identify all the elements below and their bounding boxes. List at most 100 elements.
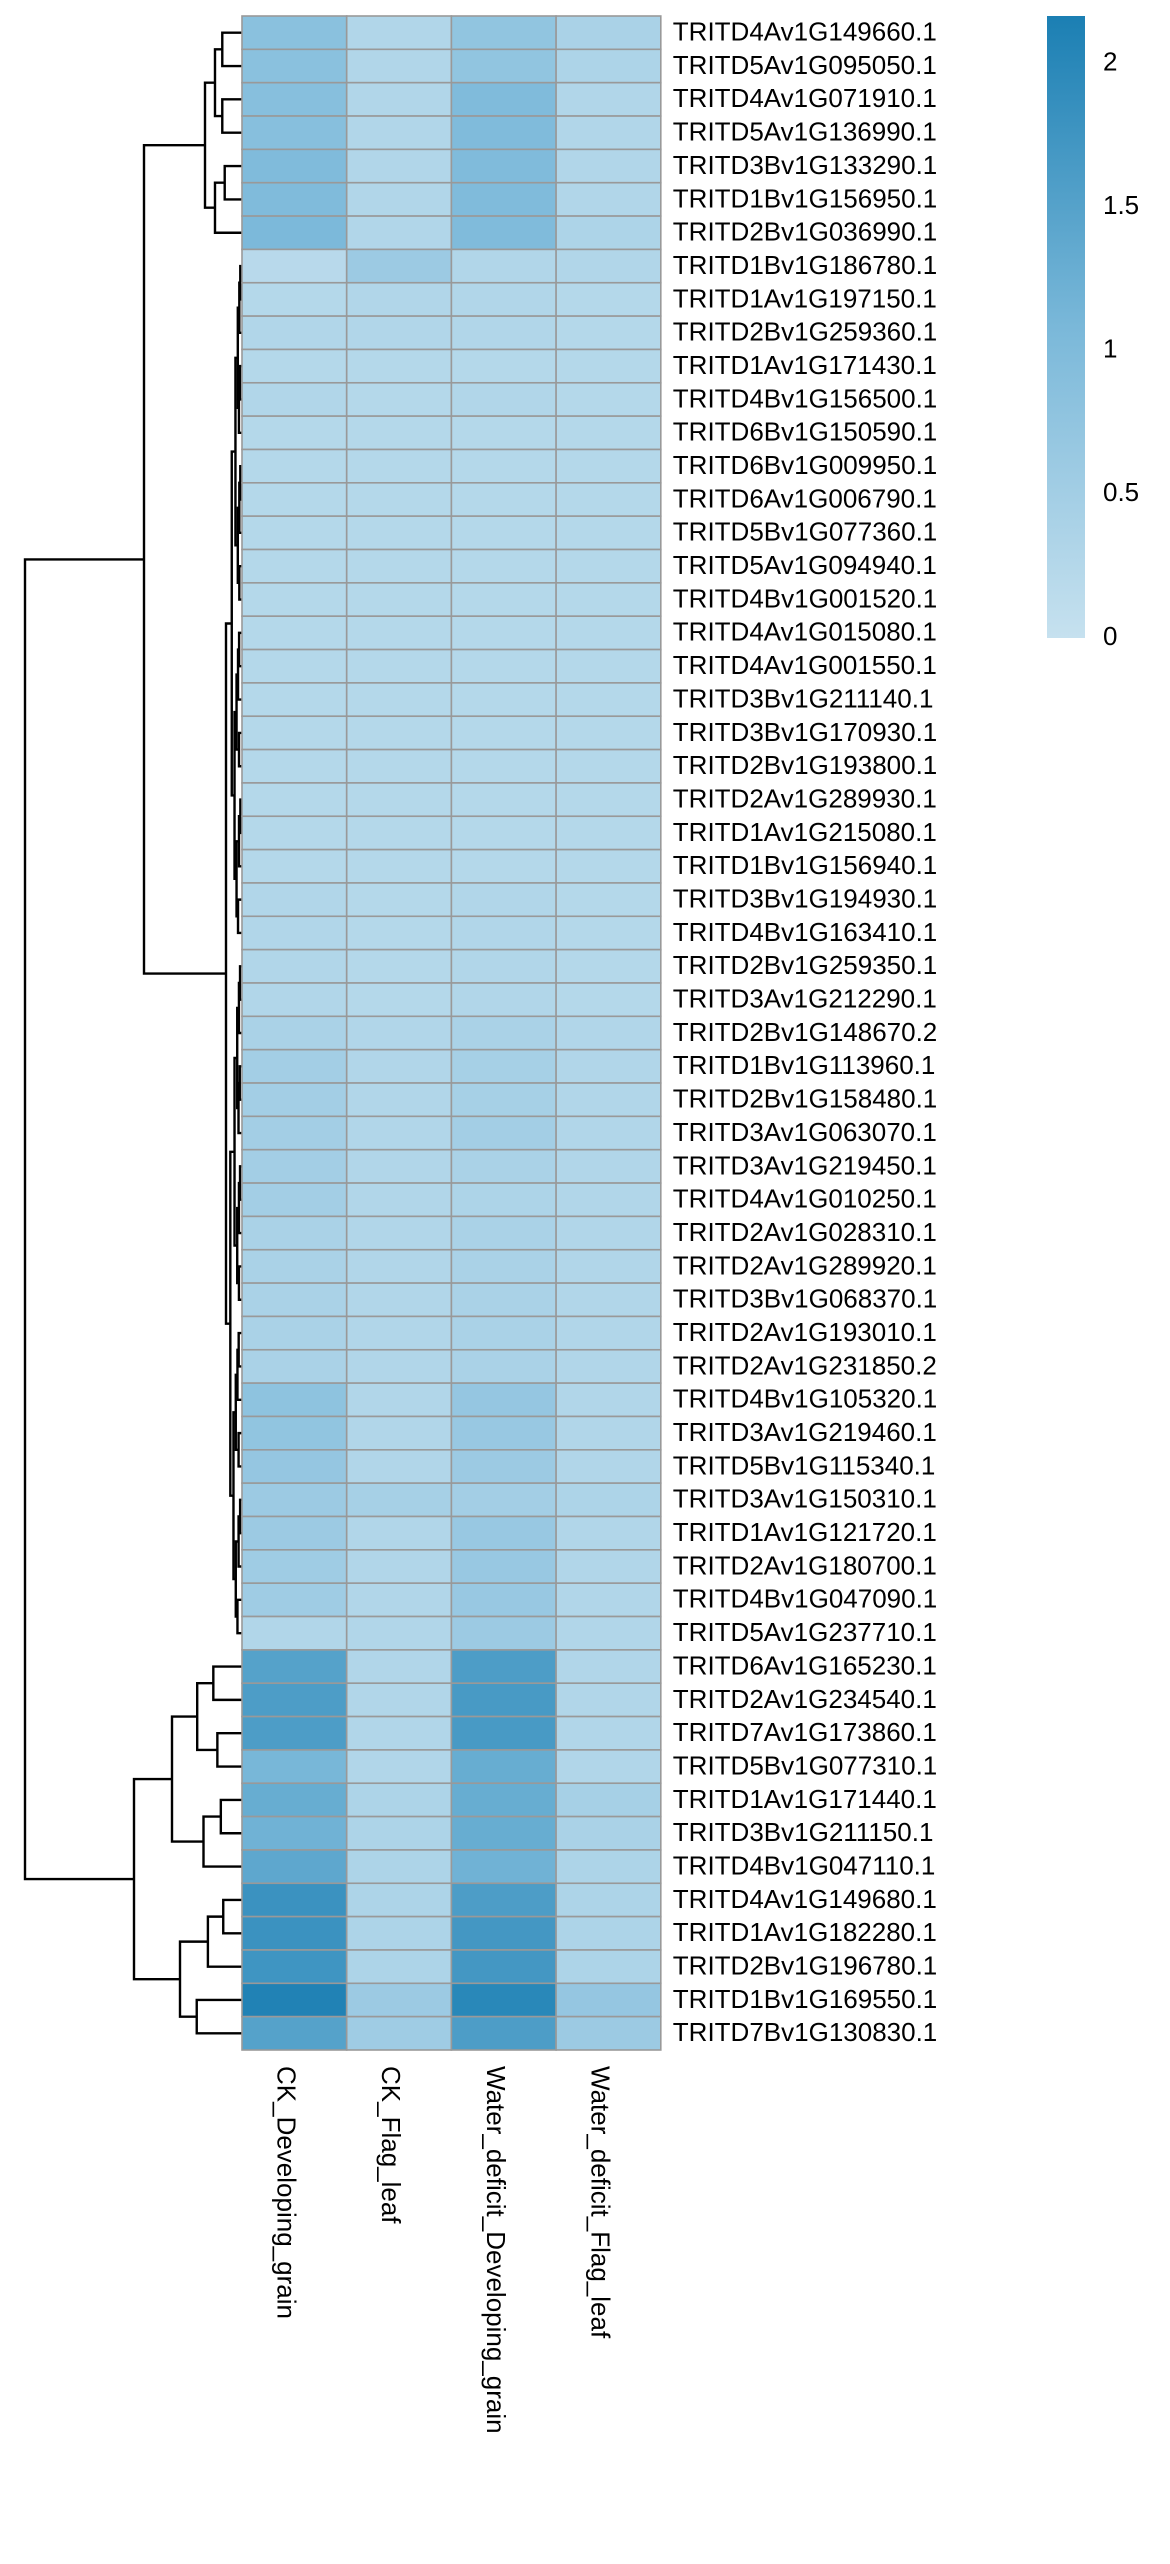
row-label: TRITD3Av1G063070.1 <box>673 1117 937 1147</box>
heatmap-cell <box>345 348 453 384</box>
heatmap-cell <box>345 1949 453 1985</box>
heatmap-cell <box>345 915 453 951</box>
heatmap-cell <box>450 1582 557 1618</box>
heatmap-cell <box>555 1115 662 1151</box>
colorbar-tick-label: 0.5 <box>1103 477 1139 507</box>
colorbar-tick-label: 1 <box>1103 334 1117 364</box>
row-label: TRITD1Av1G182280.1 <box>673 1917 937 1947</box>
heatmap-cell <box>345 515 453 551</box>
row-label: TRITD6Av1G165230.1 <box>673 1650 937 1680</box>
heatmap-cell <box>555 181 662 217</box>
heatmap-cell <box>450 1282 557 1318</box>
heatmap-cell <box>555 1715 662 1751</box>
dendrogram-branch <box>142 144 226 975</box>
heatmap-cell <box>241 1482 348 1518</box>
row-label: TRITD1Bv1G156940.1 <box>673 850 937 880</box>
colorbar-tick-label: 1.5 <box>1103 190 1139 220</box>
row-label: TRITD2Bv1G259350.1 <box>673 950 937 980</box>
heatmap-cell <box>345 1115 453 1151</box>
heatmap-cell <box>345 1182 453 1218</box>
dendrogram-branch <box>170 1715 204 1843</box>
heatmap-cell <box>345 181 453 217</box>
heatmap-cell <box>345 281 453 317</box>
heatmap-cell <box>555 448 662 484</box>
dendrogram-branch <box>221 98 242 134</box>
heatmap-cell <box>241 15 348 51</box>
heatmap-cell <box>241 1682 348 1718</box>
heatmap-cell <box>555 1882 662 1918</box>
heatmap-cell <box>345 1849 453 1885</box>
heatmap-cell <box>241 615 348 651</box>
row-label: TRITD4Bv1G105320.1 <box>673 1384 937 1414</box>
dendrogram-branch <box>233 710 237 880</box>
heatmap-cell <box>555 1015 662 1051</box>
row-label: TRITD1Av1G121720.1 <box>673 1517 937 1547</box>
heatmap-cell <box>555 1682 662 1718</box>
heatmap-cell <box>345 548 453 584</box>
heatmap-cell <box>345 1449 453 1484</box>
dendrogram-branch <box>232 1411 236 1581</box>
dendrogram-branch <box>221 31 242 68</box>
heatmap-cell <box>345 615 453 651</box>
heatmap-cell <box>450 415 557 451</box>
heatmap-cell <box>450 1382 557 1418</box>
row-label: TRITD2Bv1G158480.1 <box>673 1084 937 1114</box>
heatmap-cell <box>555 1749 662 1785</box>
heatmap-cell <box>450 1949 557 1985</box>
dendrogram-branch <box>238 281 242 334</box>
dendrogram-branch <box>219 1798 242 1835</box>
heatmap-cell <box>450 181 557 217</box>
heatmap-cell <box>450 2015 557 2051</box>
row-label: TRITD7Av1G173860.1 <box>673 1717 937 1747</box>
heatmap-cell <box>450 1749 557 1785</box>
heatmap-cell <box>450 515 557 551</box>
heatmap-cell <box>345 948 453 984</box>
heatmap-cell <box>555 1415 662 1451</box>
heatmap-cell <box>241 1715 348 1751</box>
heatmap-cell <box>345 1415 453 1451</box>
dendrogram-branch <box>195 1998 242 2035</box>
heatmap-cell <box>555 915 662 951</box>
heatmap-cell <box>555 648 662 684</box>
dendrogram-branch <box>236 506 240 585</box>
row-label: TRITD4Av1G149660.1 <box>673 17 937 47</box>
column-label: Water_deficit_Flag_leaf <box>586 2066 616 2339</box>
heatmap-cell <box>345 248 453 284</box>
heatmap-cell <box>345 48 453 84</box>
heatmap-cell <box>450 915 557 951</box>
dendrogram-branch <box>238 564 242 601</box>
heatmap-cell <box>450 315 557 351</box>
heatmap-cell <box>241 348 348 384</box>
dendrogram-branch <box>23 558 144 1881</box>
heatmap-cell <box>450 615 557 651</box>
heatmap-cell <box>555 1649 662 1685</box>
row-label: TRITD2Av1G028310.1 <box>673 1217 937 1247</box>
heatmap-cell <box>241 582 348 617</box>
heatmap-cell <box>241 1582 348 1618</box>
row-label: TRITD2Av1G193010.1 <box>673 1317 937 1347</box>
row-label: TRITD2Av1G180700.1 <box>673 1550 937 1580</box>
heatmap-cell <box>241 482 348 517</box>
heatmap-cell <box>345 1482 453 1518</box>
row-label: TRITD5Av1G237710.1 <box>673 1617 937 1647</box>
heatmap-cell <box>345 1582 453 1618</box>
heatmap-cell <box>241 1015 348 1051</box>
heatmap-cell <box>241 248 348 284</box>
heatmap-cell <box>555 515 662 551</box>
heatmap-cell <box>555 1382 662 1418</box>
heatmap-cell <box>555 1215 662 1251</box>
heatmap-cell <box>345 982 453 1018</box>
heatmap-cell <box>450 1715 557 1751</box>
heatmap-cell <box>345 1782 453 1818</box>
heatmap-cell <box>345 148 453 184</box>
heatmap-cell <box>450 682 557 718</box>
heatmap-cell <box>241 1849 348 1885</box>
heatmap-cell <box>241 1449 348 1484</box>
row-label: TRITD3Av1G150310.1 <box>673 1484 937 1514</box>
heatmap-cell <box>345 582 453 617</box>
row-label: TRITD1Bv1G186780.1 <box>673 250 937 280</box>
heatmap-cell <box>555 1248 662 1284</box>
heatmap-cell <box>345 848 453 884</box>
row-label: TRITD5Bv1G077310.1 <box>673 1750 937 1780</box>
heatmap-cell <box>241 48 348 84</box>
